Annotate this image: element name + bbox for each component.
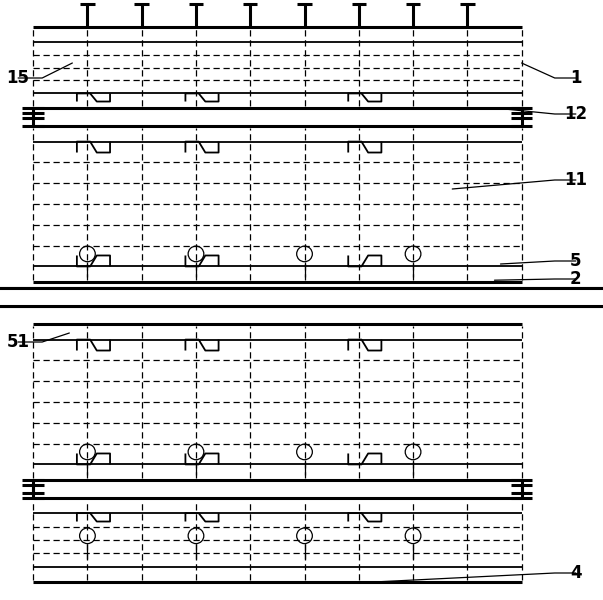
Text: 2: 2 — [570, 270, 582, 288]
Text: 1: 1 — [570, 69, 582, 87]
Bar — [0, 288, 603, 306]
Text: 12: 12 — [564, 105, 587, 123]
Text: 5: 5 — [570, 252, 582, 270]
Text: 11: 11 — [564, 171, 587, 189]
Text: 51: 51 — [7, 333, 30, 351]
Text: 4: 4 — [570, 564, 582, 582]
Text: 15: 15 — [7, 69, 30, 87]
